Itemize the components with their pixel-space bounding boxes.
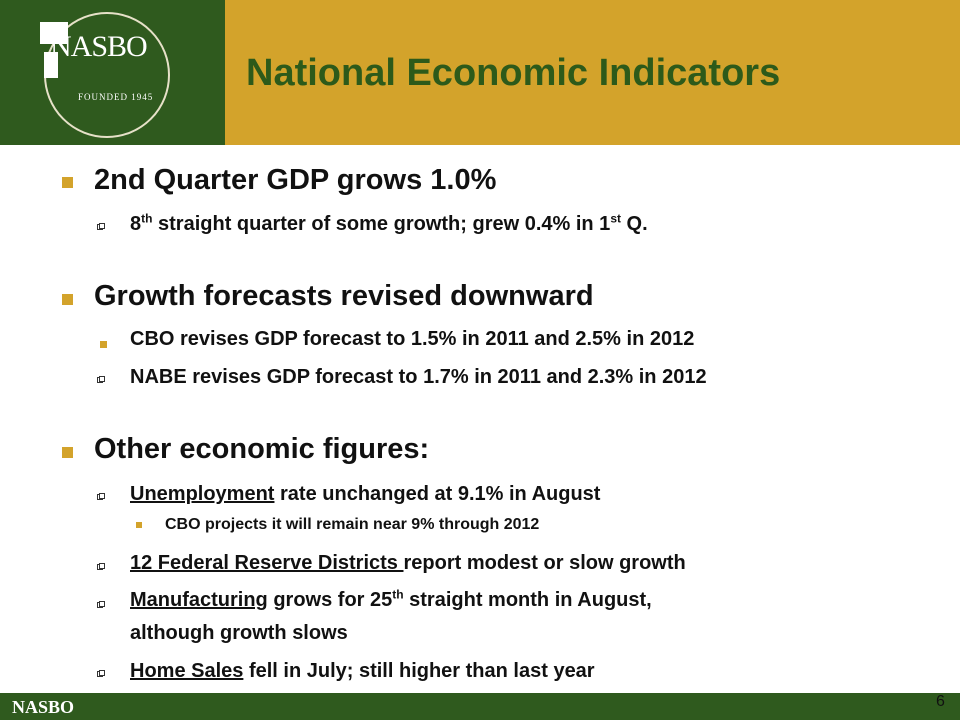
title-bar	[225, 0, 960, 145]
link-home-sales[interactable]: Home Sales	[130, 660, 244, 682]
sub-sub-bullet-cbo-projection: CBO projects it will remain near 9% thro…	[165, 516, 540, 533]
sub-bullet-nabe-forecast: NABE revises GDP forecast to 1.7% in 201…	[130, 366, 707, 388]
bullet-marker	[62, 177, 73, 188]
text: fell in July; still higher than last yea…	[243, 660, 595, 682]
logo-flag-mark	[40, 22, 68, 44]
slide-title: National Economic Indicators	[246, 52, 781, 94]
logo-text: NASBO	[50, 30, 148, 63]
sub-bullet-home-sales: Home Sales fell in July; still higher th…	[130, 660, 595, 683]
sub-bullet-marker	[100, 341, 107, 348]
text: rate unchanged at 9.1% in August	[274, 483, 601, 505]
footer-bar	[0, 693, 960, 720]
sub-bullet-manufacturing: Manufacturing grows for 25th straight mo…	[130, 587, 652, 612]
ring-bullet-marker	[97, 223, 105, 230]
text: report modest or slow growth	[403, 552, 686, 574]
bullet-marker	[62, 294, 73, 305]
text: 8	[130, 213, 142, 235]
bullet-marker	[62, 447, 73, 458]
link-unemployment[interactable]: Unemployment	[130, 483, 275, 505]
footer-org-name: NASBO	[12, 697, 75, 717]
link-fed-districts[interactable]: 12 Federal Reserve Districts	[130, 552, 404, 574]
sub-bullet-fed-districts: 12 Federal Reserve Districts report mode…	[130, 552, 686, 575]
text: Q.	[620, 213, 648, 235]
superscript: th	[392, 587, 404, 602]
bullet-other-figures: Other economic figures:	[94, 433, 430, 465]
bullet-gdp-growth: 2nd Quarter GDP grows 1.0%	[94, 164, 497, 196]
superscript: th	[141, 211, 153, 226]
ring-bullet-marker	[97, 493, 105, 500]
text: straight month in August,	[403, 589, 652, 611]
sub-bullet-manufacturing-line2: although growth slows	[130, 622, 348, 644]
link-manufacturing[interactable]: Manufacturing	[130, 589, 268, 611]
bullet-growth-forecasts: Growth forecasts revised downward	[94, 280, 594, 312]
text: straight quarter of some growth; grew 0.…	[152, 213, 611, 235]
page-number: 6	[936, 693, 945, 710]
logo-flag-mark-lower	[44, 52, 58, 78]
text: grows for 25	[267, 589, 393, 611]
superscript: st	[610, 211, 621, 226]
sub-bullet-straight-quarter: 8th straight quarter of some growth; gre…	[130, 211, 648, 236]
ring-bullet-marker	[97, 376, 105, 383]
ring-bullet-marker	[97, 670, 105, 677]
ring-bullet-marker	[97, 563, 105, 570]
logo-panel: NASBO FOUNDED 1945	[0, 0, 225, 145]
sub-sub-bullet-marker	[136, 522, 142, 528]
logo-subtitle: FOUNDED 1945	[78, 92, 154, 102]
ring-bullet-marker	[97, 601, 105, 608]
sub-bullet-cbo-forecast: CBO revises GDP forecast to 1.5% in 2011…	[130, 328, 695, 350]
sub-bullet-unemployment: Unemployment rate unchanged at 9.1% in A…	[130, 483, 600, 506]
